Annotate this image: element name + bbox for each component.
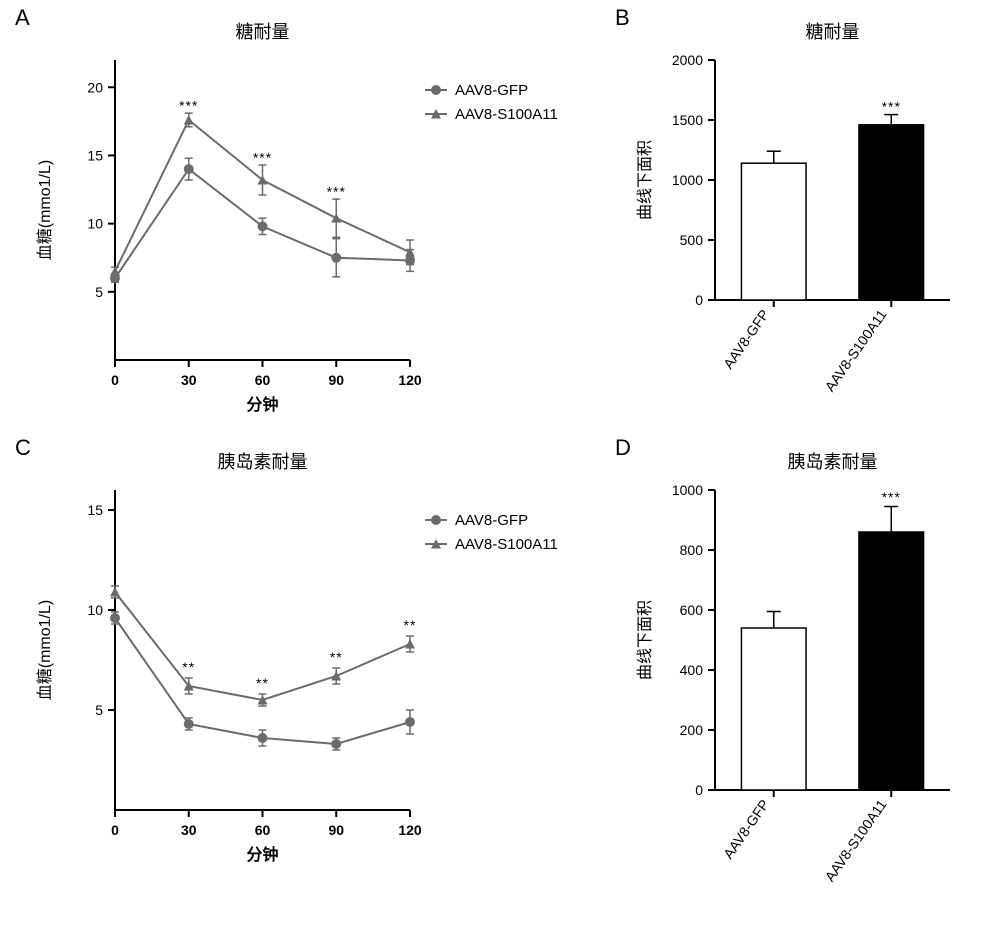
panel-b: B 糖耐量0500100015002000曲线下面积AAV8-GFPAAV8-S…: [620, 10, 980, 430]
svg-text:分钟: 分钟: [246, 845, 278, 864]
svg-text:**: **: [404, 617, 417, 633]
svg-text:***: ***: [327, 183, 346, 199]
svg-text:AAV8-GFP: AAV8-GFP: [455, 82, 528, 99]
panel-d-label: D: [615, 435, 631, 461]
svg-text:AAV8-S100A11: AAV8-S100A11: [455, 106, 558, 123]
svg-text:1500: 1500: [672, 112, 703, 128]
svg-text:AAV8-GFP: AAV8-GFP: [720, 307, 772, 372]
svg-text:血糖(mmo1/L): 血糖(mmo1/L): [36, 600, 54, 700]
svg-text:500: 500: [680, 232, 704, 248]
svg-text:5: 5: [95, 284, 103, 300]
svg-text:AAV8-S100A11: AAV8-S100A11: [822, 306, 890, 394]
svg-text:胰岛素耐量: 胰岛素耐量: [788, 452, 878, 472]
svg-text:***: ***: [882, 99, 901, 115]
svg-text:15: 15: [87, 502, 103, 518]
svg-text:90: 90: [328, 372, 344, 388]
svg-text:曲线下面积: 曲线下面积: [636, 600, 654, 680]
svg-text:90: 90: [328, 822, 344, 838]
svg-text:糖耐量: 糖耐量: [236, 22, 290, 42]
svg-text:200: 200: [680, 722, 704, 738]
svg-text:1000: 1000: [672, 172, 703, 188]
svg-text:20: 20: [87, 79, 103, 95]
svg-text:2000: 2000: [672, 52, 703, 68]
panel-b-label: B: [615, 5, 630, 31]
svg-text:400: 400: [680, 662, 704, 678]
svg-text:120: 120: [398, 822, 422, 838]
svg-text:30: 30: [181, 372, 197, 388]
panel-a: A 糖耐量03060901205101520分钟血糖(mmo1/L)******…: [20, 10, 600, 430]
svg-text:***: ***: [179, 97, 198, 113]
chart-b: 糖耐量 0 500 1000 1500 2000 曲线下面积 AAV8-GFP AAV8-S10…: [620, 10, 980, 430]
svg-text:0: 0: [695, 782, 703, 798]
svg-text:10: 10: [87, 216, 103, 232]
svg-text:15: 15: [87, 147, 103, 163]
panel-a-label: A: [15, 5, 30, 31]
svg-text:0: 0: [111, 822, 119, 838]
chart-a: 糖耐量 0 30 60 90 120 5 10 15 20 分钟 血糖(mmo1/L) *** *** **…: [20, 10, 600, 430]
svg-text:**: **: [256, 675, 269, 691]
svg-text:AAV8-S100A11: AAV8-S100A11: [455, 536, 558, 553]
svg-text:120: 120: [398, 372, 422, 388]
svg-text:胰岛素耐量: 胰岛素耐量: [218, 452, 308, 472]
chart-c: 胰岛素耐量 0 30 60 90 120 5 10 15 分钟 血糖(mmo1/L) ** ** ** **…: [20, 440, 600, 880]
svg-text:***: ***: [882, 489, 901, 505]
svg-text:0: 0: [695, 292, 703, 308]
panel-c-label: C: [15, 435, 31, 461]
svg-text:AAV8-GFP: AAV8-GFP: [720, 797, 772, 862]
svg-text:30: 30: [181, 822, 197, 838]
svg-text:600: 600: [680, 602, 704, 618]
panel-c: C 胰岛素耐量030609012051015分钟血糖(mmo1/L)******…: [20, 440, 600, 880]
svg-text:1000: 1000: [672, 482, 703, 498]
svg-text:糖耐量: 糖耐量: [806, 22, 860, 42]
svg-text:**: **: [182, 659, 195, 675]
svg-text:**: **: [330, 649, 343, 665]
svg-text:800: 800: [680, 542, 704, 558]
svg-text:***: ***: [253, 149, 272, 165]
svg-text:AAV8-S100A11: AAV8-S100A11: [822, 796, 890, 884]
svg-text:0: 0: [111, 372, 119, 388]
chart-d: 胰岛素耐量 0 200 400 600 800 1000 曲线下面积 AAV8-GFP AAV8-…: [620, 440, 980, 920]
svg-text:分钟: 分钟: [246, 395, 278, 414]
svg-text:AAV8-GFP: AAV8-GFP: [455, 512, 528, 529]
svg-text:60: 60: [255, 822, 271, 838]
svg-text:曲线下面积: 曲线下面积: [636, 140, 654, 220]
svg-text:10: 10: [87, 602, 103, 618]
svg-text:60: 60: [255, 372, 271, 388]
svg-text:血糖(mmo1/L): 血糖(mmo1/L): [36, 160, 54, 260]
panel-d: D 胰岛素耐量02004006008001000曲线下面积AAV8-GFPAAV…: [620, 440, 980, 920]
svg-text:5: 5: [95, 702, 103, 718]
